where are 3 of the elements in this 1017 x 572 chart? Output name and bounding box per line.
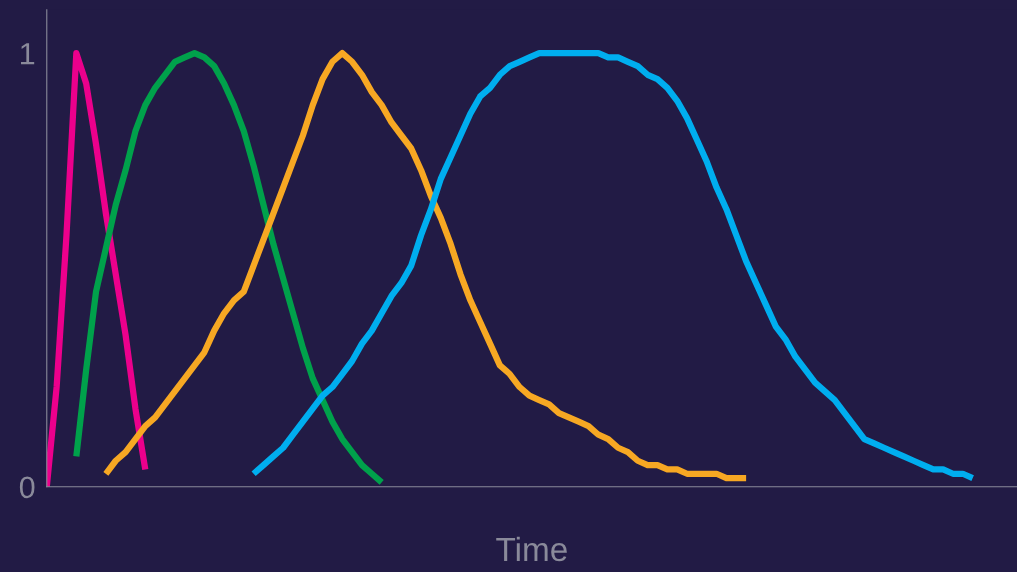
y-tick-label: 0 bbox=[19, 476, 35, 499]
x-axis-title: Time bbox=[496, 536, 567, 562]
y-tick-label: 1 bbox=[21, 43, 35, 65]
